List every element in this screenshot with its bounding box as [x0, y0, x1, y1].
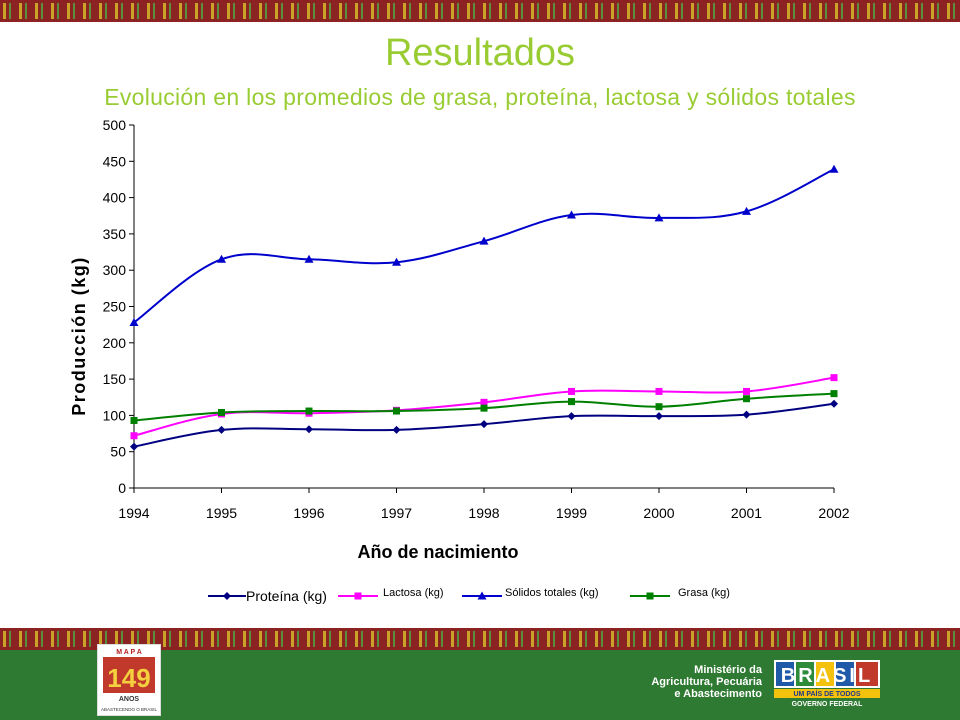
ministry-line-3: e Abastecimento [674, 688, 762, 700]
data-point [654, 213, 664, 222]
y-tick-label: 100 [103, 407, 127, 423]
data-point [130, 416, 138, 424]
brasil-logo: BRASIL UM PAÍS DE TODOS GOVERNO FEDERAL [774, 660, 880, 708]
data-point [655, 387, 663, 395]
mapa-tagline: ABASTECENDO O BRASIL [101, 707, 158, 712]
data-point [742, 410, 751, 419]
data-point [743, 387, 750, 395]
footer-decorative-band [0, 628, 960, 650]
data-point [479, 236, 489, 245]
x-ticks: 1994 1995 1996 1997 1998 1999 2000 2001 2002 [118, 488, 850, 521]
mapa-149-logo: M A P A 149 ANOS ABASTECENDO O BRASIL [97, 644, 161, 716]
data-point [655, 412, 663, 421]
x-tick-label: 2002 [818, 505, 849, 521]
y-tick-label: 300 [103, 262, 127, 278]
x-axis-label: Año de nacimiento [357, 542, 518, 562]
x-tick-label: 1994 [118, 505, 149, 521]
data-point [480, 420, 488, 429]
data-point [217, 425, 226, 434]
data-point [129, 317, 139, 326]
data-point [305, 425, 313, 434]
data-point [392, 425, 401, 434]
y-axis-label: Producción (kg) [69, 256, 89, 416]
data-point [480, 404, 488, 412]
y-tick-label: 0 [118, 480, 126, 496]
series-markers [129, 164, 839, 451]
x-tick-label: 2000 [643, 505, 674, 521]
data-point [742, 206, 751, 215]
ministry-line-2: Agricultura, Pecuária [651, 676, 762, 688]
data-point [304, 254, 314, 263]
legend-marker [477, 591, 487, 600]
series-line [133, 168, 835, 324]
page-title: Resultados [384, 32, 576, 74]
data-point [218, 408, 225, 416]
legend-marker [223, 592, 231, 600]
top-decorative-band [0, 0, 960, 22]
data-point [830, 374, 838, 382]
y-tick-label: 500 [103, 117, 127, 133]
x-tick-label: 1995 [206, 505, 237, 521]
mapa-caption: ANOS [119, 696, 140, 703]
x-tick-label: 2001 [731, 505, 762, 521]
x-tick-label: 1996 [293, 505, 324, 521]
legend-label: Proteína (kg) [246, 588, 327, 604]
legend-marker [354, 592, 362, 600]
data-point [130, 432, 138, 440]
mapa-number: 149 [107, 663, 150, 693]
y-tick-label: 150 [103, 371, 127, 387]
data-point [655, 403, 663, 411]
brasil-tagline: UM PAÍS DE TODOS [793, 689, 860, 698]
legend-marker [646, 592, 654, 600]
brasil-word: BRASIL [781, 665, 873, 687]
data-point [393, 407, 400, 415]
data-point [392, 257, 401, 266]
chart-legend: Proteína (kg) Lactosa (kg) Sólidos totales… [208, 587, 730, 604]
data-point [568, 398, 575, 406]
data-point [130, 442, 138, 451]
y-tick-label: 200 [103, 335, 127, 351]
data-point [217, 254, 226, 263]
x-tick-label: 1999 [556, 505, 587, 521]
y-tick-label: 400 [103, 190, 127, 206]
ministry-line-1: Ministério da [694, 664, 762, 676]
data-point [568, 387, 575, 395]
legend-label: Lactosa (kg) [383, 587, 444, 599]
data-point [567, 210, 576, 219]
x-tick-label: 1998 [468, 505, 499, 521]
chart-axes [133, 125, 834, 489]
y-tick-label: 50 [110, 444, 126, 460]
y-tick-label: 350 [103, 226, 127, 242]
ministry-name: Ministério da Agricultura, Pecuária e Ab… [650, 664, 762, 700]
legend-label: Grasa (kg) [678, 587, 730, 599]
legend-label: Sólidos totales (kg) [505, 587, 599, 599]
y-ticks: 0 50 100 150 200 250 300 350 400 450 500 [103, 117, 134, 496]
data-point [829, 164, 839, 173]
page-subtitle: Evolución en los promedios de grasa, pro… [104, 84, 856, 110]
x-tick-label: 1997 [381, 505, 412, 521]
brasil-gov: GOVERNO FEDERAL [792, 701, 864, 708]
data-point [480, 398, 488, 406]
data-point [743, 395, 750, 403]
y-tick-label: 450 [103, 153, 127, 169]
data-point [567, 412, 576, 421]
data-point [830, 399, 838, 408]
y-tick-label: 250 [103, 299, 127, 315]
data-point [305, 407, 313, 415]
data-point [830, 390, 838, 398]
mapa-letters: M A P A [116, 649, 142, 656]
